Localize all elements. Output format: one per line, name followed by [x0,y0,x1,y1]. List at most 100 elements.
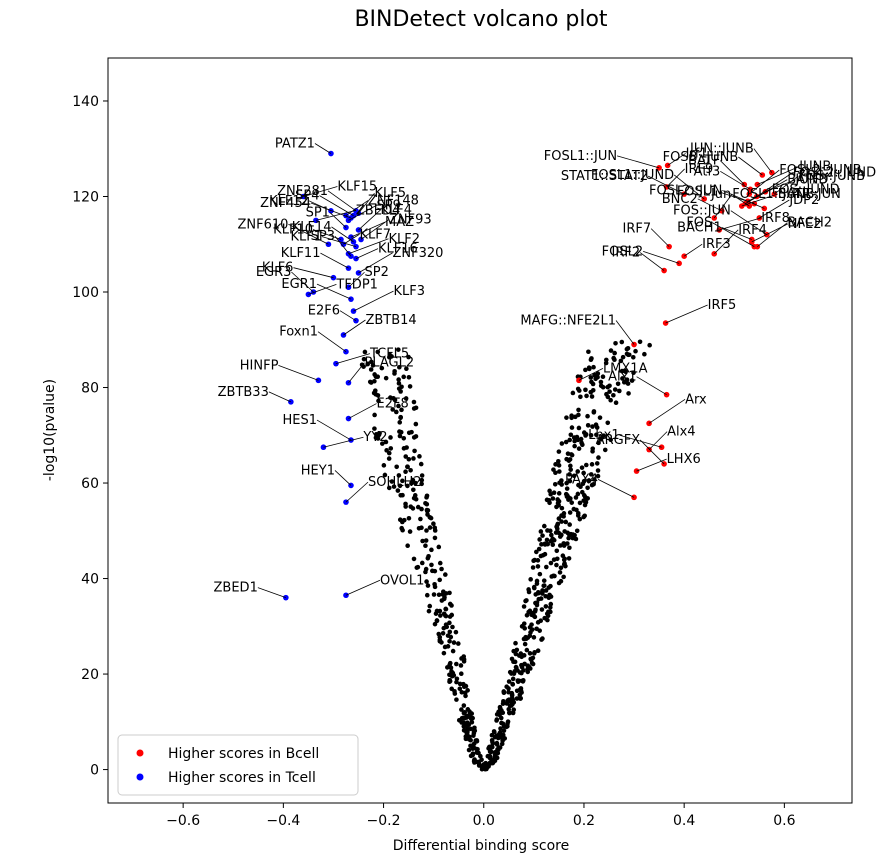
background-point [505,698,511,703]
background-point [595,468,601,473]
background-point [566,458,572,463]
annotation-line [348,403,377,419]
annotation-line [288,223,329,245]
background-point [463,683,469,689]
background-point [511,671,517,676]
background-point [396,377,401,382]
background-point [557,570,563,575]
background-point [447,678,453,684]
background-point [452,689,457,694]
background-point [521,636,527,642]
background-point [451,640,457,645]
background-point [401,374,407,380]
point-label: FOSL1::JUND [591,168,674,183]
background-point [536,590,541,596]
background-point [534,578,540,584]
annotation-line [722,190,765,209]
background-point [540,591,545,596]
legend-box [117,734,359,796]
point-label: ZBED4 [356,203,400,218]
background-point [397,483,403,489]
background-point [507,710,512,716]
background-point [578,436,584,442]
point-label: FOSL2 [602,244,643,259]
point-label: FOS::JUND [772,182,840,197]
background-point [601,433,607,438]
background-point [524,647,530,653]
point-label: IRF4 [738,223,767,238]
point-label: Irf1 [686,146,708,161]
background-point [418,461,424,467]
background-point [413,405,419,411]
annotation-line [639,439,665,465]
background-point [608,397,613,403]
background-point [383,439,389,445]
background-point [594,461,600,466]
annotation-line [329,212,347,228]
background-point [620,376,625,381]
background-point [469,719,475,725]
background-point [624,346,630,352]
background-point [413,421,419,427]
background-point [420,538,425,544]
annotation-line [673,174,705,200]
y-tick-label: 100 [72,285,99,301]
background-point [514,647,520,653]
background-point [568,452,574,457]
annotation-line [617,155,660,169]
background-point [476,761,482,766]
background-point [527,608,533,614]
annotation-line [745,179,788,205]
background-point [573,495,579,500]
background-point [406,354,411,360]
y-tick-label: 60 [81,476,99,492]
background-point [556,449,562,454]
point-label: E2F8 [376,397,408,412]
point-label: OVOL1 [380,573,424,588]
background-point [550,542,556,547]
background-point [547,488,552,494]
annotation-line [308,200,332,212]
background-point [406,456,412,462]
annotation-line [578,367,604,381]
background-point [613,400,619,406]
background-point [424,592,430,598]
background-point [633,348,638,354]
point-label: PATZ1 [275,137,315,152]
background-point [468,711,473,716]
background-point [522,641,528,647]
point-label: SP9 [376,198,400,213]
annotation-line [619,434,662,448]
background-point [567,545,572,551]
point-label: KLF12 [269,194,309,209]
data-point [333,360,339,367]
background-point [386,456,392,461]
background-point [556,516,562,521]
background-point [612,350,617,356]
data-point [353,317,359,324]
background-point [516,653,522,658]
background-point [575,510,581,516]
background-point [586,365,592,371]
background-point [500,701,506,706]
background-point [572,532,577,538]
background-point [456,718,462,723]
background-point [540,533,545,538]
background-point [579,465,585,470]
x-axis: −0.6 −0.4 −0.2 0.0 0.2 0.4 0.6 [166,803,796,829]
background-point [555,497,560,502]
background-point [463,736,469,742]
point-label: SP1 [306,206,330,221]
background-point [608,348,614,353]
point-label: MAZ [385,215,414,230]
background-point [551,467,556,472]
background-point [505,719,511,724]
background-point [620,354,626,360]
background-point [465,688,470,693]
x-tick-label: 0.2 [573,813,595,829]
background-point [411,487,416,493]
background-point [576,446,582,451]
annotation-line [339,310,357,321]
background-point [412,448,417,454]
background-point [423,569,428,575]
